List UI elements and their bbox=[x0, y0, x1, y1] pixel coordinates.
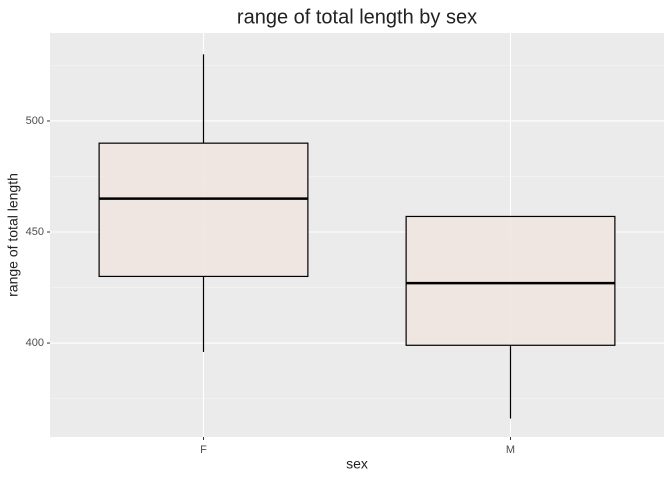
box bbox=[405, 215, 616, 346]
x-tick-label: F bbox=[200, 444, 207, 456]
chart-title: range of total length by sex bbox=[237, 6, 477, 28]
y-tick-label: 500 bbox=[26, 115, 44, 127]
x-axis-label: sex bbox=[346, 456, 368, 472]
box bbox=[98, 142, 309, 278]
y-tick-label: 450 bbox=[26, 226, 44, 238]
y-tick-label: 400 bbox=[26, 337, 44, 349]
y-axis-label: range of total length bbox=[5, 173, 21, 297]
x-tick-label: M bbox=[506, 444, 515, 456]
